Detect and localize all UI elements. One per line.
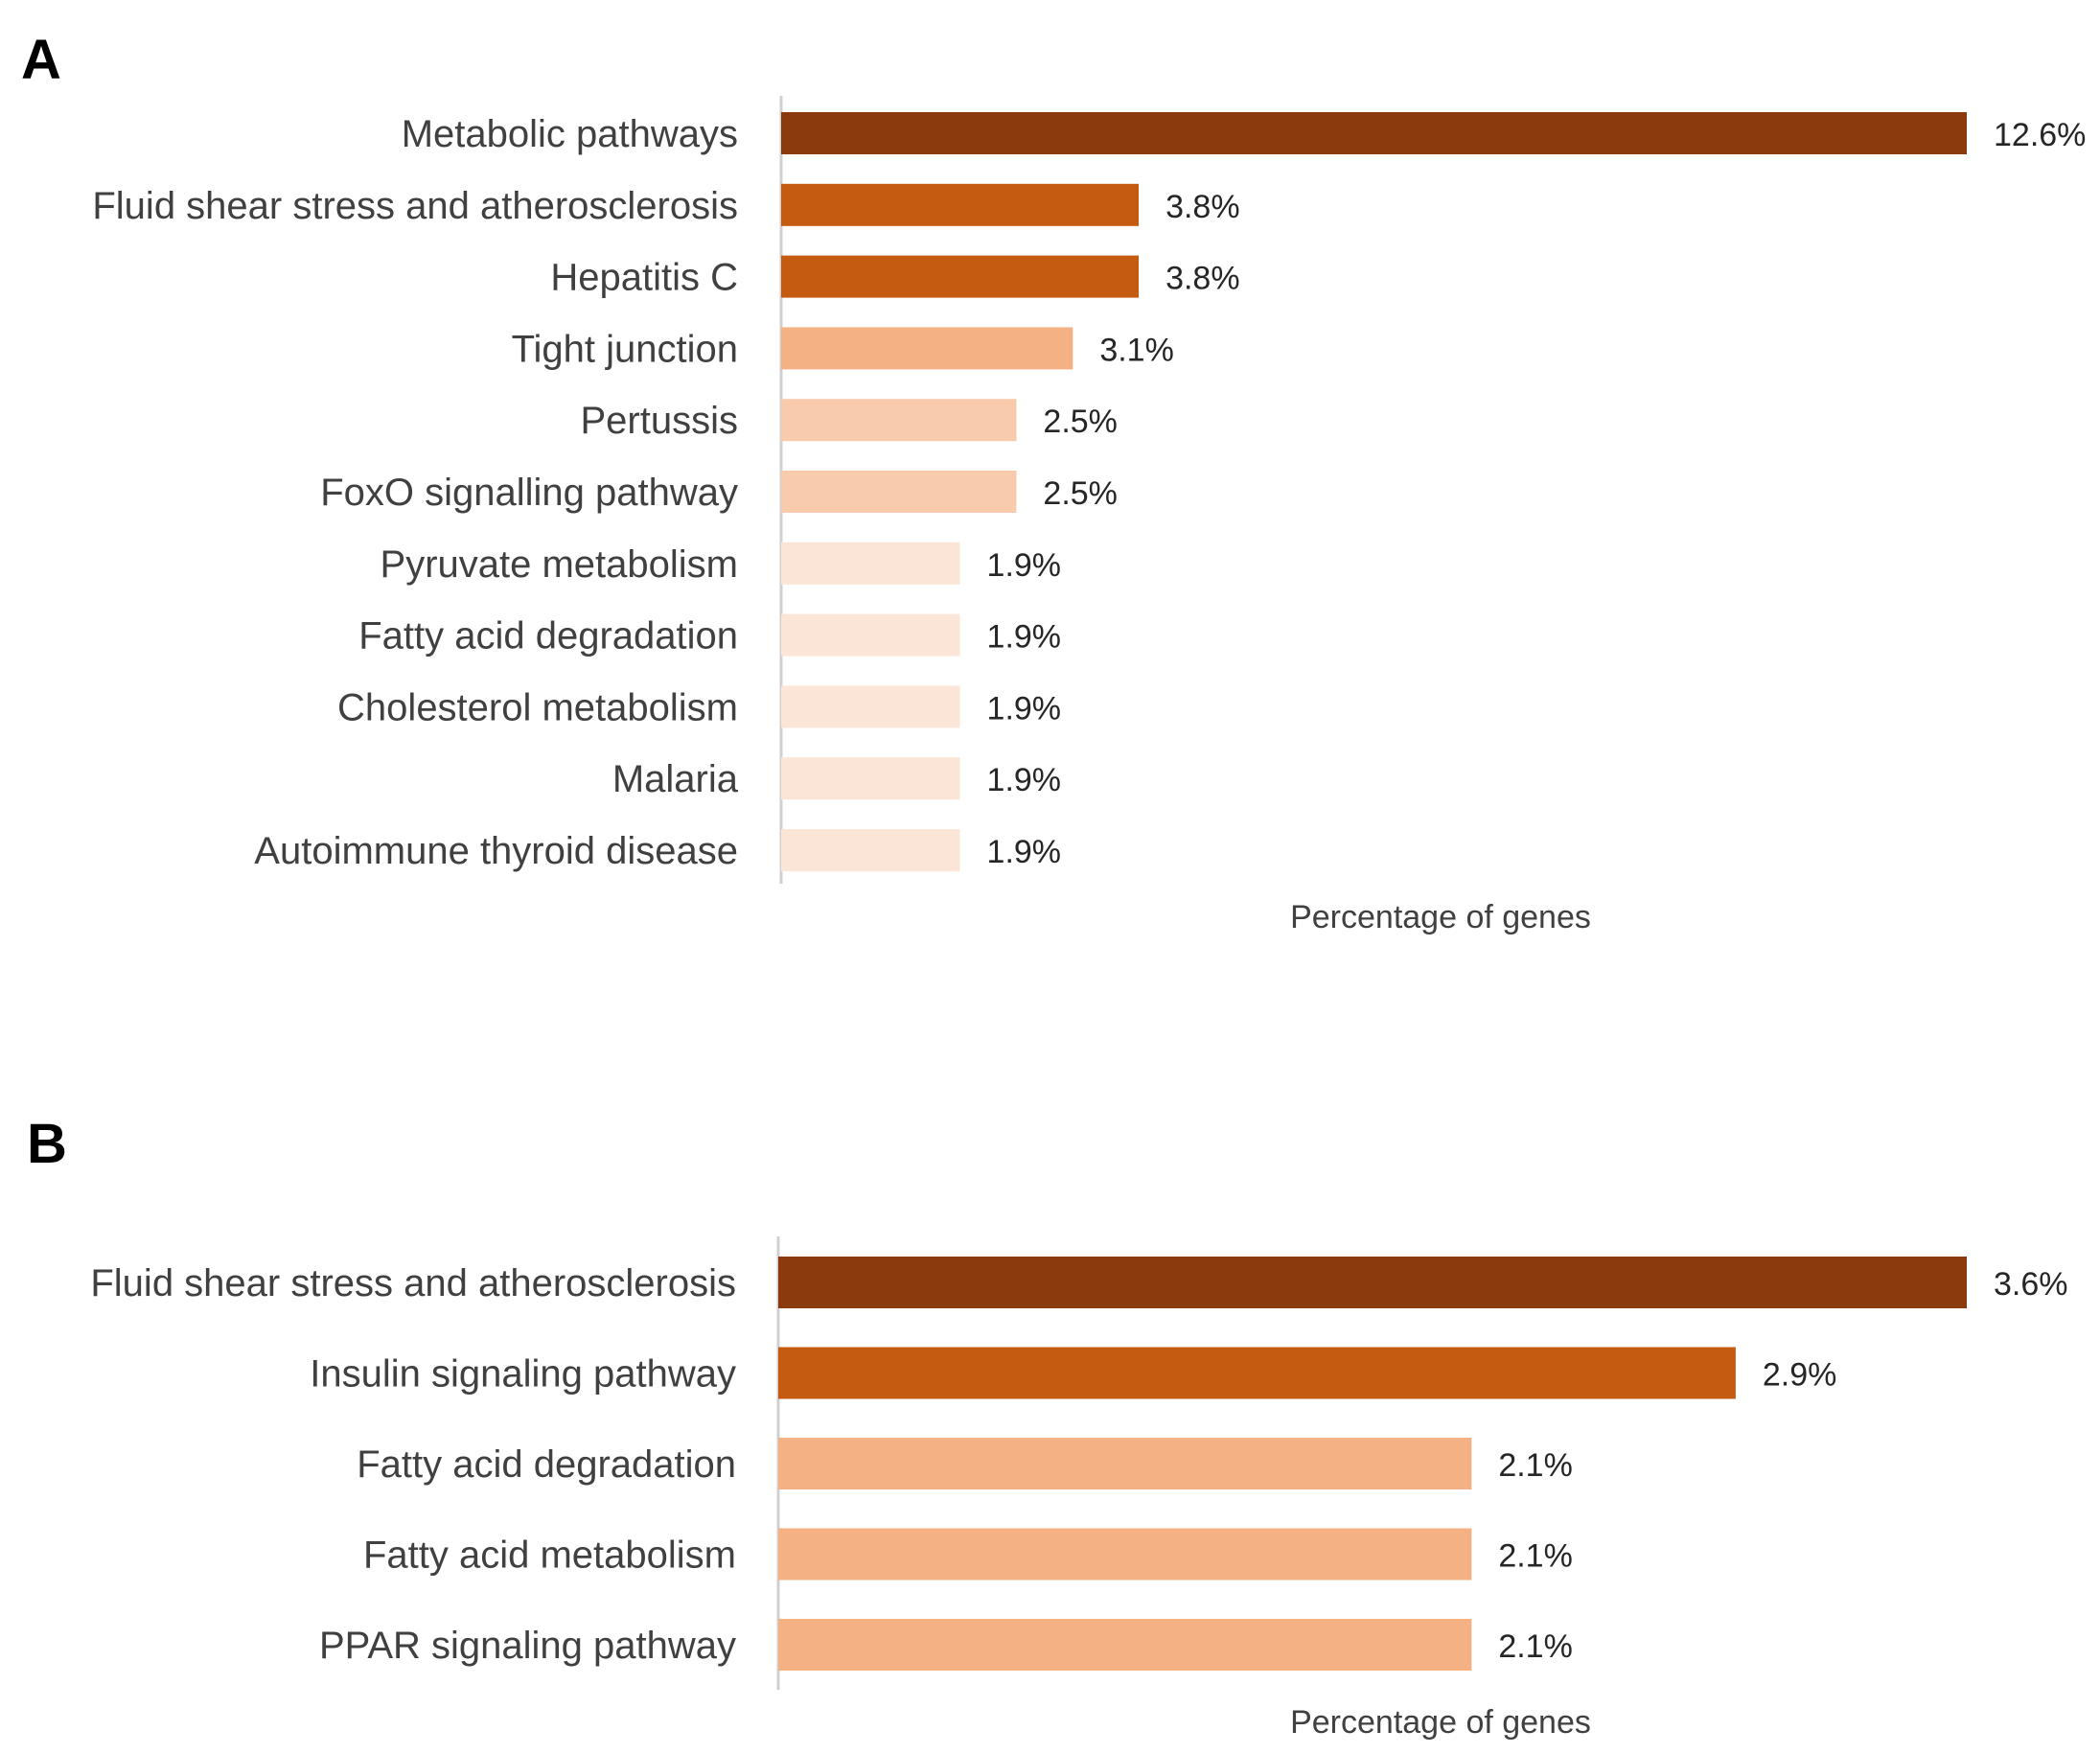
panelA-value-label-3: 3.1% xyxy=(1099,332,1174,368)
panelA-bar-1 xyxy=(781,183,1140,226)
panelA-value-label-9: 1.9% xyxy=(987,762,1062,798)
panelA-value-label-0: 12.6% xyxy=(1994,117,2086,153)
panelA-bar-6 xyxy=(781,542,960,585)
panelA-bar-3 xyxy=(781,327,1073,370)
panelA-value-label-2: 3.8% xyxy=(1165,261,1240,297)
panelB-bar-1 xyxy=(778,1347,1736,1399)
panelB-category-label-0: Fluid shear stress and atherosclerosis xyxy=(90,1262,736,1304)
panelA-category-label-10: Autoimmune thyroid disease xyxy=(254,830,738,872)
panelA-category-label-3: Tight junction xyxy=(512,328,738,370)
panelA-category-label-0: Metabolic pathways xyxy=(402,113,738,155)
panelA-bar-0 xyxy=(781,112,1967,154)
panelA-category-label-4: Pertussis xyxy=(581,400,739,442)
panelA-category-label-6: Pyruvate metabolism xyxy=(381,543,738,586)
panelB-bar-3 xyxy=(778,1528,1472,1581)
panel-a-letter: A xyxy=(21,29,61,91)
panelA-category-label-9: Malaria xyxy=(612,758,739,800)
panelA-value-label-5: 2.5% xyxy=(1043,475,1118,512)
panelA-bar-10 xyxy=(781,829,960,871)
panel-a: A Metabolic pathways Fluid shear stress a… xyxy=(21,29,2086,935)
panel-b-letter: B xyxy=(27,1113,67,1175)
panelA-category-label-8: Cholesterol metabolism xyxy=(337,686,738,728)
panelA-bar-5 xyxy=(781,471,1017,513)
panel-a-category-labels: Metabolic pathways Fluid shear stress and… xyxy=(92,113,738,872)
panel-b-category-labels: Fluid shear stress and atherosclerosis In… xyxy=(90,1262,736,1667)
panelA-bar-8 xyxy=(781,685,960,728)
panelB-value-label-1: 2.9% xyxy=(1763,1357,1837,1394)
panelA-category-label-1: Fluid shear stress and atherosclerosis xyxy=(92,185,738,227)
panel-b-x-axis-title: Percentage of genes xyxy=(1290,1704,1591,1741)
panelB-bar-4 xyxy=(778,1619,1472,1671)
panelB-bar-0 xyxy=(778,1257,1967,1308)
panelB-category-label-4: PPAR signaling pathway xyxy=(319,1625,736,1667)
panelA-value-label-7: 1.9% xyxy=(987,619,1062,656)
panel-b-value-labels: 3.6% 2.9% 2.1% 2.1% 2.1% xyxy=(1498,1266,2067,1665)
panelB-category-label-1: Insulin signaling pathway xyxy=(310,1353,736,1396)
panelB-value-label-3: 2.1% xyxy=(1498,1538,1573,1575)
panelA-bar-4 xyxy=(781,399,1017,442)
panelA-bar-7 xyxy=(781,613,960,657)
panelB-value-label-2: 2.1% xyxy=(1498,1447,1573,1484)
panel-a-x-axis-title: Percentage of genes xyxy=(1290,899,1591,935)
panelA-category-label-2: Hepatitis C xyxy=(550,257,738,299)
panelB-bar-2 xyxy=(778,1438,1472,1489)
panel-b-bars xyxy=(778,1257,1967,1671)
panelA-bar-9 xyxy=(781,757,960,800)
panelB-category-label-2: Fatty acid degradation xyxy=(357,1443,736,1486)
panelA-category-label-5: FoxO signalling pathway xyxy=(320,472,738,514)
panel-b: B Fluid shear stress and atherosclerosis… xyxy=(27,1113,2068,1741)
panelA-value-label-1: 3.8% xyxy=(1165,189,1240,225)
panelA-value-label-8: 1.9% xyxy=(987,690,1062,727)
panelB-value-label-0: 3.6% xyxy=(1994,1266,2068,1303)
panelA-value-label-10: 1.9% xyxy=(987,834,1062,870)
panelB-category-label-3: Fatty acid metabolism xyxy=(363,1535,736,1577)
panelA-bar-2 xyxy=(781,255,1140,298)
panel-a-bars xyxy=(781,112,1967,871)
panel-a-value-labels: 12.6% 3.8% 3.8% 3.1% 2.5% 2.5% 1.9% 1.9% 1.9% 1.9… xyxy=(987,117,2087,870)
panelA-value-label-6: 1.9% xyxy=(987,547,1062,584)
panelA-category-label-7: Fatty acid degradation xyxy=(358,615,738,658)
panelA-value-label-4: 2.5% xyxy=(1043,404,1118,440)
panelB-value-label-4: 2.1% xyxy=(1498,1628,1573,1665)
